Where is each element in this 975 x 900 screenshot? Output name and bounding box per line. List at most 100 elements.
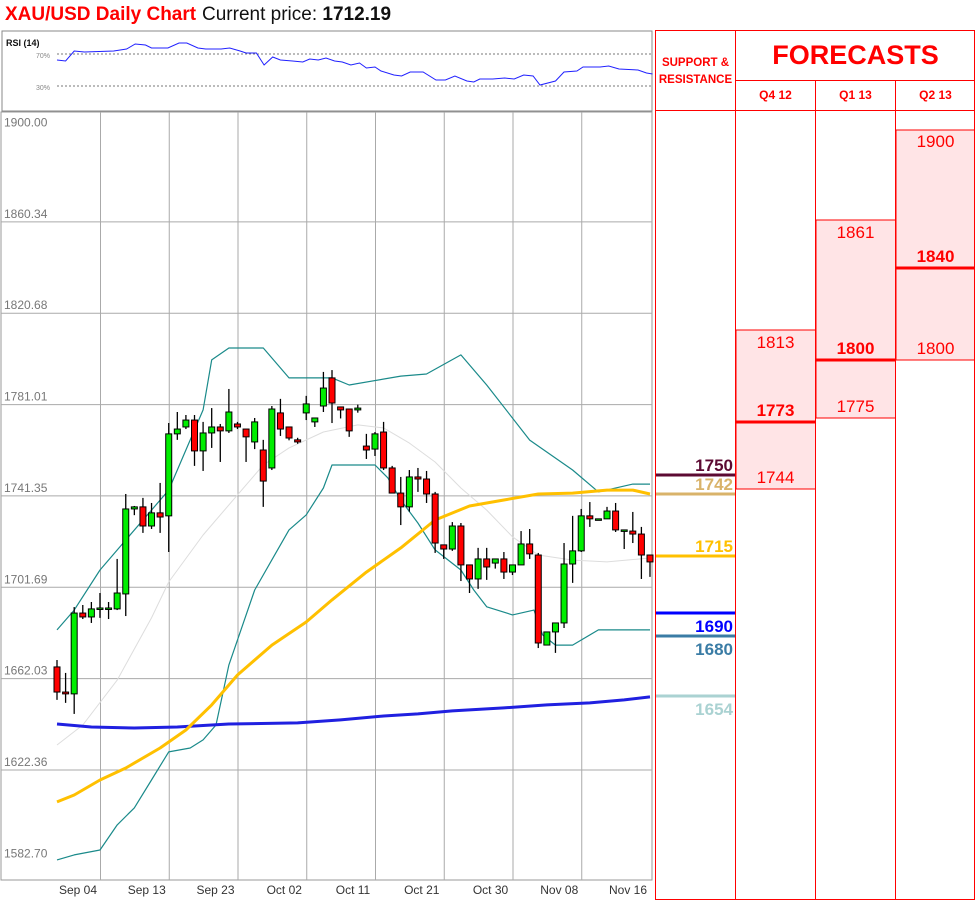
candle — [371, 432, 379, 456]
candle — [319, 371, 327, 412]
forecast-q2-high: 1900 — [916, 132, 955, 151]
candle-body — [508, 564, 516, 573]
x-tick-label: Oct 02 — [267, 883, 303, 897]
candle-body — [620, 529, 628, 532]
x-tick-label: Sep 23 — [196, 883, 234, 897]
candle — [328, 370, 336, 424]
candle — [569, 515, 577, 583]
current-price-value: 1712.19 — [322, 4, 392, 25]
candle — [423, 470, 431, 503]
candle — [337, 406, 345, 419]
candle-body — [380, 431, 388, 469]
candle — [543, 631, 551, 646]
y-tick-label: 1622.36 — [4, 755, 48, 769]
candle-body — [405, 476, 413, 508]
candle — [388, 465, 396, 494]
candle-body — [70, 612, 78, 695]
support-resistance-level: 1742 — [656, 475, 735, 496]
level-label: 1750 — [695, 456, 733, 475]
candle-body — [208, 426, 216, 434]
current-price-label: Current price: — [202, 4, 318, 25]
y-tick-label: 1701.69 — [4, 572, 48, 586]
candle-body — [259, 449, 267, 482]
current-price-header: Current price: 1712.19 — [202, 4, 391, 26]
candle — [148, 502, 156, 529]
candle-body — [242, 428, 250, 438]
y-tick-label: 1860.34 — [4, 207, 48, 221]
candle — [208, 408, 216, 448]
candle — [216, 423, 224, 462]
candle — [586, 502, 594, 527]
candle-body — [474, 558, 482, 580]
candle — [362, 433, 370, 459]
candle-body — [483, 558, 491, 568]
support-resistance-level: 1680 — [656, 634, 735, 659]
candle-body — [130, 506, 138, 510]
candle-body — [371, 433, 379, 450]
candle-body — [345, 408, 353, 432]
candle — [517, 531, 525, 566]
candle-body — [165, 433, 173, 517]
candle — [225, 388, 233, 433]
candle — [646, 554, 654, 577]
moving-average-blue-line — [56, 695, 651, 730]
candle-body — [191, 419, 199, 452]
candle — [637, 526, 645, 579]
forecast-q1-high: 1861 — [836, 223, 875, 242]
candle-body — [414, 476, 422, 480]
rsi-title: RSI (14) — [6, 38, 40, 48]
candle-body — [53, 666, 61, 693]
candle — [156, 482, 164, 533]
candle — [139, 497, 147, 533]
candle-body — [233, 423, 241, 428]
candle — [405, 470, 413, 512]
rsi-frame — [1, 30, 653, 112]
candle-body — [388, 467, 396, 494]
candle-body — [646, 554, 654, 563]
y-tick-label: 1582.70 — [4, 846, 48, 860]
x-tick-label: Sep 13 — [128, 883, 166, 897]
candle-body — [500, 558, 508, 573]
y-axis-labels: 1900.00 1860.34 1820.68 1781.01 1741.35 1701.… — [4, 116, 48, 861]
candle-body — [268, 408, 276, 469]
candle — [113, 558, 121, 611]
candle-body — [569, 550, 577, 565]
candle — [491, 558, 499, 569]
candle — [380, 421, 388, 471]
quarter-header-q2-13: Q2 13 — [919, 88, 952, 102]
level-label: 1715 — [695, 537, 733, 556]
candle — [603, 506, 611, 520]
candle-body — [586, 515, 594, 520]
candle — [345, 408, 353, 437]
x-tick-label: Oct 30 — [473, 883, 509, 897]
level-label: 1680 — [695, 640, 733, 659]
candle-body — [96, 607, 104, 610]
candle-body — [637, 533, 645, 556]
candle-body — [199, 432, 207, 452]
candle-body — [440, 544, 448, 550]
candle-body — [311, 417, 319, 423]
candle — [285, 426, 293, 441]
candle — [182, 414, 190, 430]
candle — [191, 414, 199, 466]
candle — [105, 601, 113, 620]
candle-body — [156, 512, 164, 518]
candle-body — [251, 421, 259, 443]
candle-body — [285, 426, 293, 439]
x-axis-labels: Sep 04 Sep 13 Sep 23 Oct 02 Oct 11 Oct 21 Oct … — [59, 883, 647, 897]
moving-average-yellow-line — [56, 488, 651, 804]
candle — [560, 543, 568, 629]
candle-body — [457, 525, 465, 566]
x-tick-label: Oct 11 — [336, 883, 371, 897]
x-tick-label: Nov 08 — [540, 883, 578, 897]
candle — [96, 593, 104, 618]
candle — [612, 502, 620, 532]
candle-body — [113, 592, 121, 610]
candle-body — [122, 508, 130, 595]
candle-body — [337, 406, 345, 411]
support-resistance-level: 1690 — [656, 611, 735, 636]
candle-body — [182, 419, 190, 428]
level-label: 1654 — [695, 700, 733, 719]
candles — [53, 370, 654, 714]
